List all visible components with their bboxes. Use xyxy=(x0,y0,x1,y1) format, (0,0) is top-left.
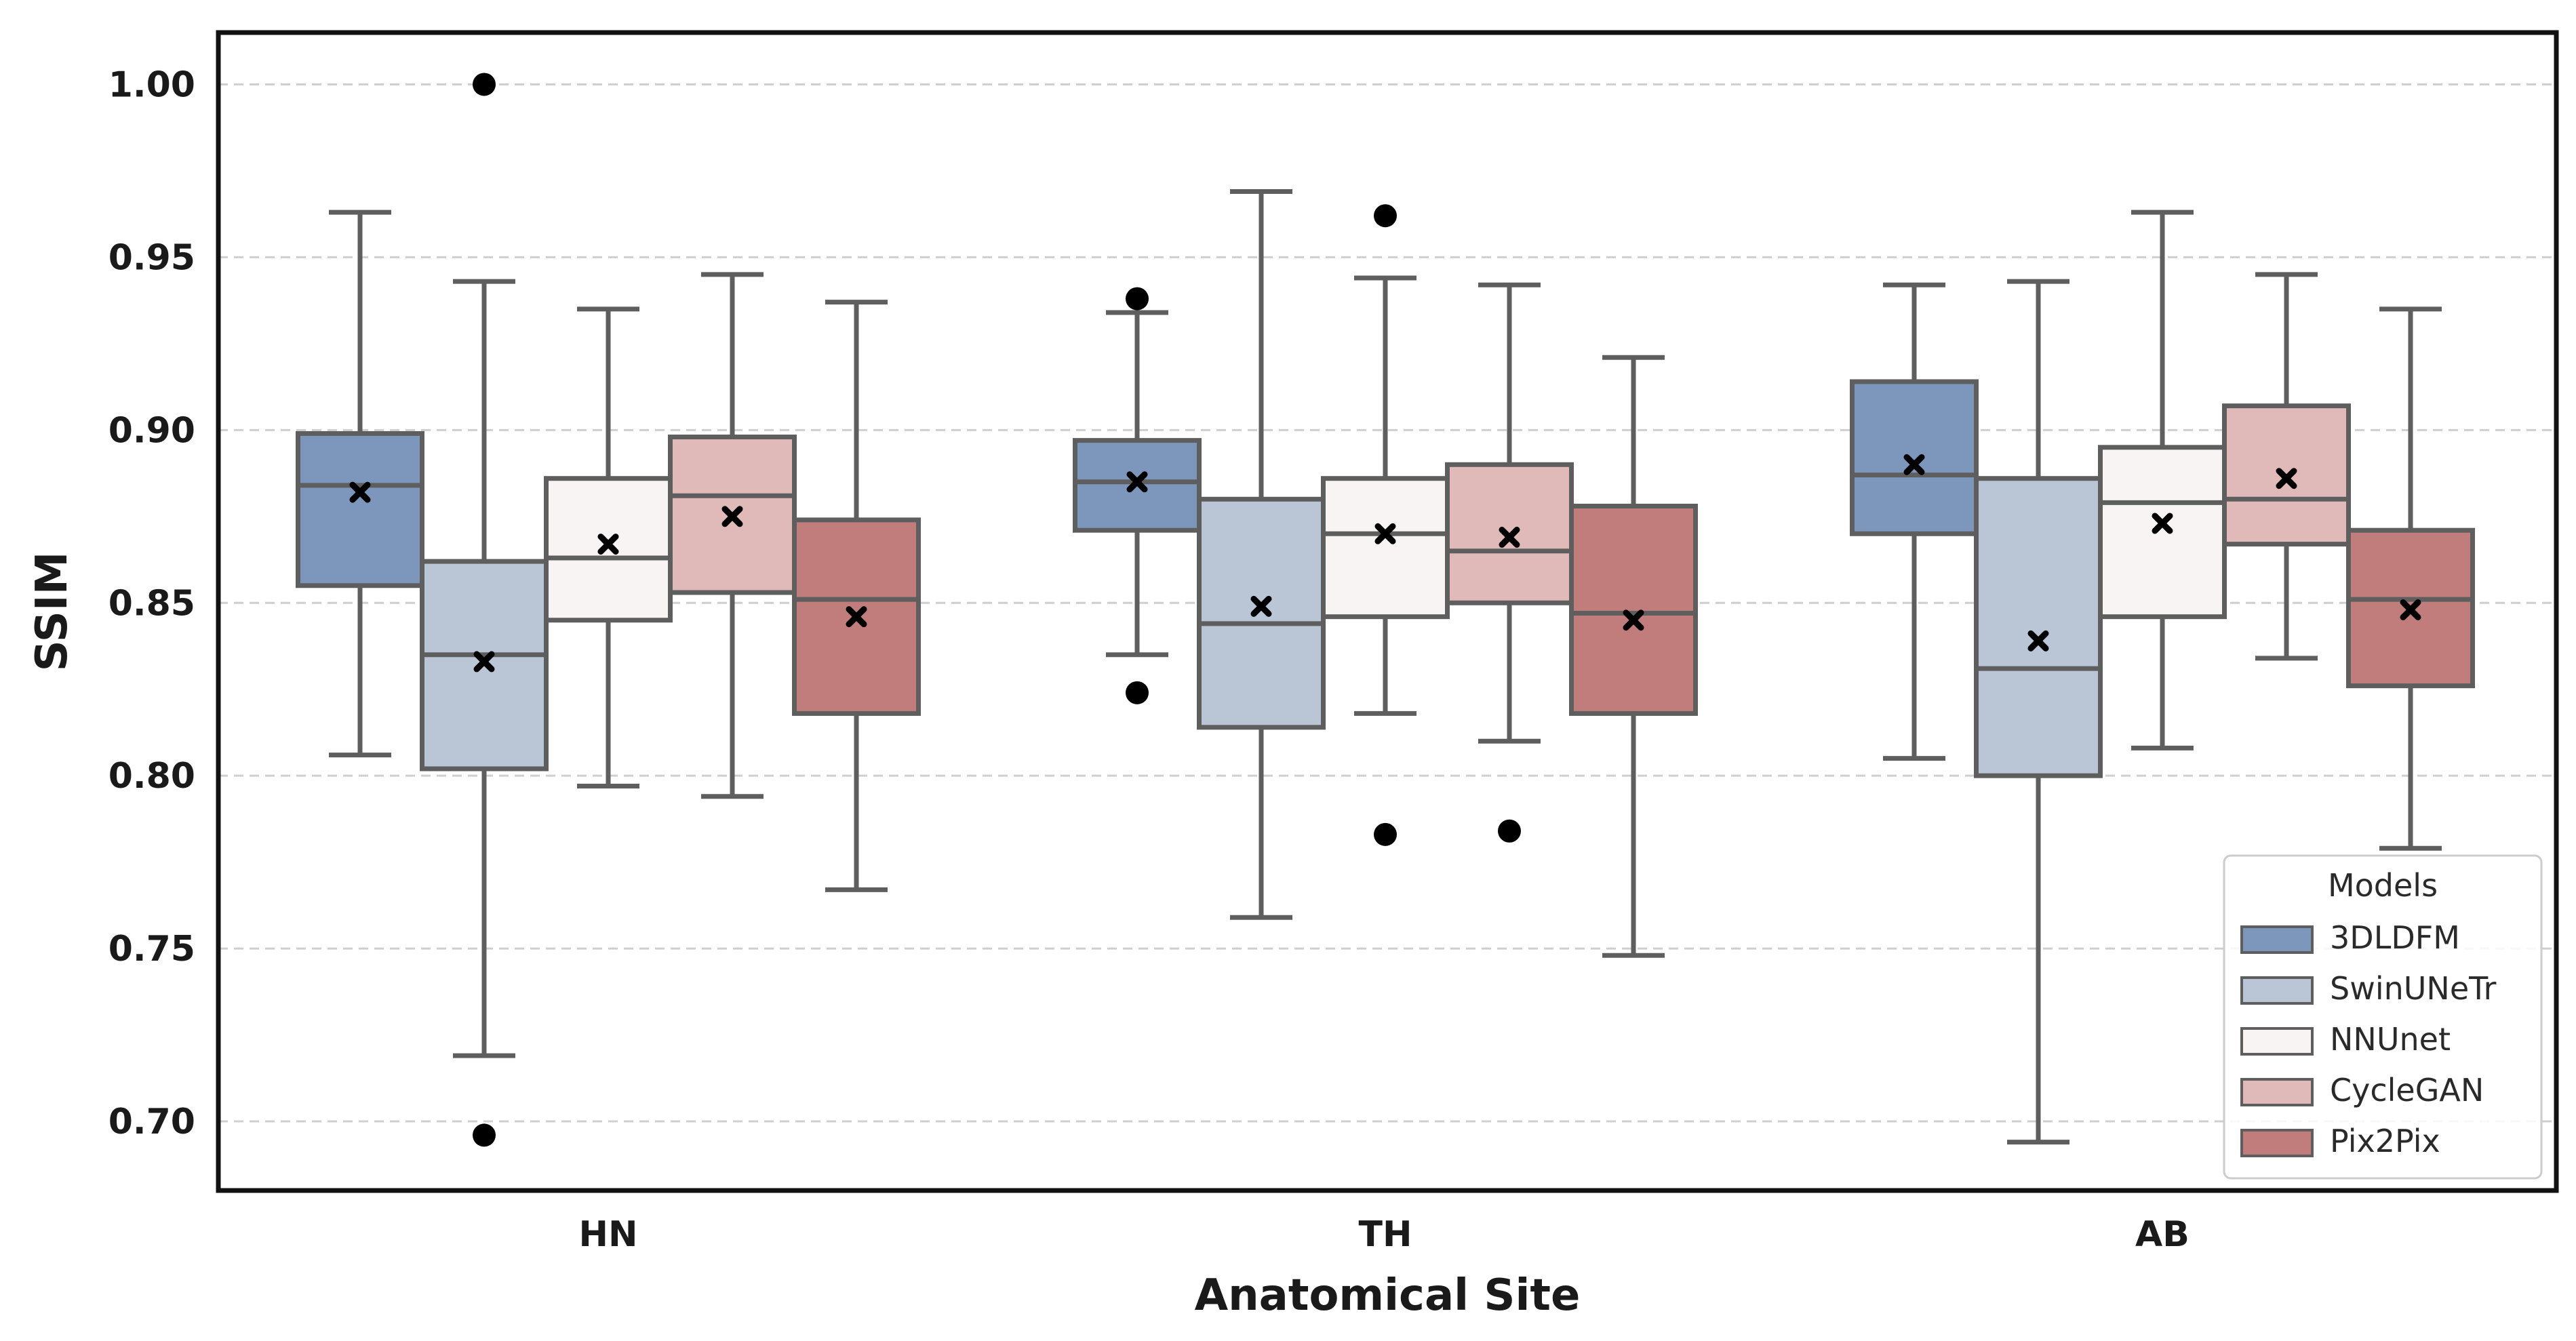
mean-marker xyxy=(349,481,371,503)
iqr-box xyxy=(668,435,797,595)
iqr-box xyxy=(1569,503,1698,716)
plot-frame xyxy=(216,30,2559,1193)
mean-marker-stroke xyxy=(473,651,495,673)
mean-marker xyxy=(846,606,867,628)
box-swinunetr-th xyxy=(1197,189,1326,920)
legend-label-swinunetr: SwinUNeTr xyxy=(2330,970,2496,1007)
legend-label-pix2pix: Pix2Pix xyxy=(2330,1123,2440,1159)
mean-marker-stroke xyxy=(2152,513,2173,534)
mean-marker xyxy=(1623,609,1644,631)
box-cyclegan-ab xyxy=(2222,272,2351,661)
y-tick-label: 0.85 xyxy=(108,583,195,624)
box-cyclegan-hn xyxy=(668,272,797,799)
legend-label-3dldfm: 3DLDFM xyxy=(2330,919,2460,956)
y-tick-labels: 0.70 0.75 0.80 0.85 0.90 0.95 1.00 xyxy=(108,64,195,1142)
box-nnunet-th xyxy=(1321,204,1450,846)
x-tick-label-th: TH xyxy=(1359,1214,1412,1255)
iqr-box xyxy=(296,431,424,588)
outlier-point xyxy=(1126,287,1149,311)
mean-marker xyxy=(473,651,495,673)
mean-marker xyxy=(2400,599,2421,620)
box-3dldfm-th xyxy=(1073,287,1202,704)
legend-title: Models xyxy=(2328,867,2438,904)
box-pix2pix-ab xyxy=(2346,306,2475,851)
mean-marker-stroke xyxy=(1903,454,1925,475)
iqr-box xyxy=(2098,445,2227,620)
mean-marker-stroke xyxy=(1623,609,1644,631)
legend-label-cyclegan: CycleGAN xyxy=(2330,1072,2484,1108)
box-pix2pix-th xyxy=(1569,355,1698,958)
mean-marker xyxy=(1499,526,1520,548)
box-3dldfm-hn xyxy=(296,209,424,758)
mean-marker xyxy=(2027,630,2049,652)
iqr-box xyxy=(544,476,673,623)
y-tick-label: 0.70 xyxy=(108,1102,195,1142)
outlier-point xyxy=(473,73,496,96)
legend-swatch-nnunet xyxy=(2240,1027,2314,1056)
mean-marker-stroke xyxy=(2276,468,2297,489)
mean-marker xyxy=(1374,523,1396,544)
mean-marker xyxy=(721,506,743,527)
mean-marker-stroke xyxy=(1499,526,1520,548)
mean-marker-stroke xyxy=(2400,599,2421,620)
mean-marker xyxy=(597,534,619,555)
outlier-point xyxy=(1498,819,1521,843)
legend-swatch-cyclegan xyxy=(2240,1078,2314,1106)
iqr-box xyxy=(1974,476,2103,778)
iqr-box xyxy=(1197,496,1326,730)
y-axis-title: SSIM xyxy=(27,552,77,672)
box-swinunetr-hn xyxy=(420,73,549,1147)
mean-marker xyxy=(2276,468,2297,489)
mean-marker-stroke xyxy=(2027,630,2049,652)
box-nnunet-hn xyxy=(544,306,673,788)
x-axis-title: Anatomical Site xyxy=(1195,1270,1581,1321)
mean-marker-stroke xyxy=(846,606,867,628)
box-nnunet-ab xyxy=(2098,209,2227,750)
y-tick-label: 0.75 xyxy=(108,929,195,969)
iqr-box xyxy=(1850,379,1979,536)
box-plots xyxy=(296,73,2475,1147)
legend: Models 3DLDFM SwinUNeTr NNUnet CycleGAN Pix2… xyxy=(2223,854,2543,1180)
y-tick-label: 0.95 xyxy=(108,237,195,278)
mean-marker-stroke xyxy=(1126,471,1148,493)
x-tick-labels: HN TH AB xyxy=(578,1214,2189,1255)
outlier-point xyxy=(1374,822,1397,846)
mean-marker xyxy=(1250,595,1272,617)
legend-label-nnunet: NNUnet xyxy=(2330,1021,2451,1058)
legend-swatch-pix2pix xyxy=(2240,1129,2314,1157)
outlier-point xyxy=(1374,204,1397,228)
mean-marker-stroke xyxy=(1250,595,1272,617)
outlier-point xyxy=(1126,681,1149,704)
legend-swatch-3dldfm xyxy=(2240,925,2314,954)
legend-swatch-swinunetr xyxy=(2240,976,2314,1005)
mean-marker xyxy=(1903,454,1925,475)
mean-marker-stroke xyxy=(597,534,619,555)
y-tick-label: 0.90 xyxy=(108,410,195,451)
y-tick-label: 1.00 xyxy=(108,64,195,105)
mean-marker xyxy=(2152,513,2173,534)
mean-marker-stroke xyxy=(1374,523,1396,544)
y-tick-label: 0.80 xyxy=(108,756,195,797)
mean-marker-stroke xyxy=(721,506,743,527)
x-tick-label-ab: AB xyxy=(2135,1214,2189,1255)
box-pix2pix-hn xyxy=(792,300,921,892)
x-tick-label-hn: HN xyxy=(578,1214,637,1255)
iqr-box xyxy=(1321,476,1450,620)
outlier-point xyxy=(473,1123,496,1147)
box-3dldfm-ab xyxy=(1850,282,1979,761)
mean-marker-stroke xyxy=(349,481,371,503)
box-swinunetr-ab xyxy=(1974,279,2103,1145)
mean-marker xyxy=(1126,471,1148,493)
